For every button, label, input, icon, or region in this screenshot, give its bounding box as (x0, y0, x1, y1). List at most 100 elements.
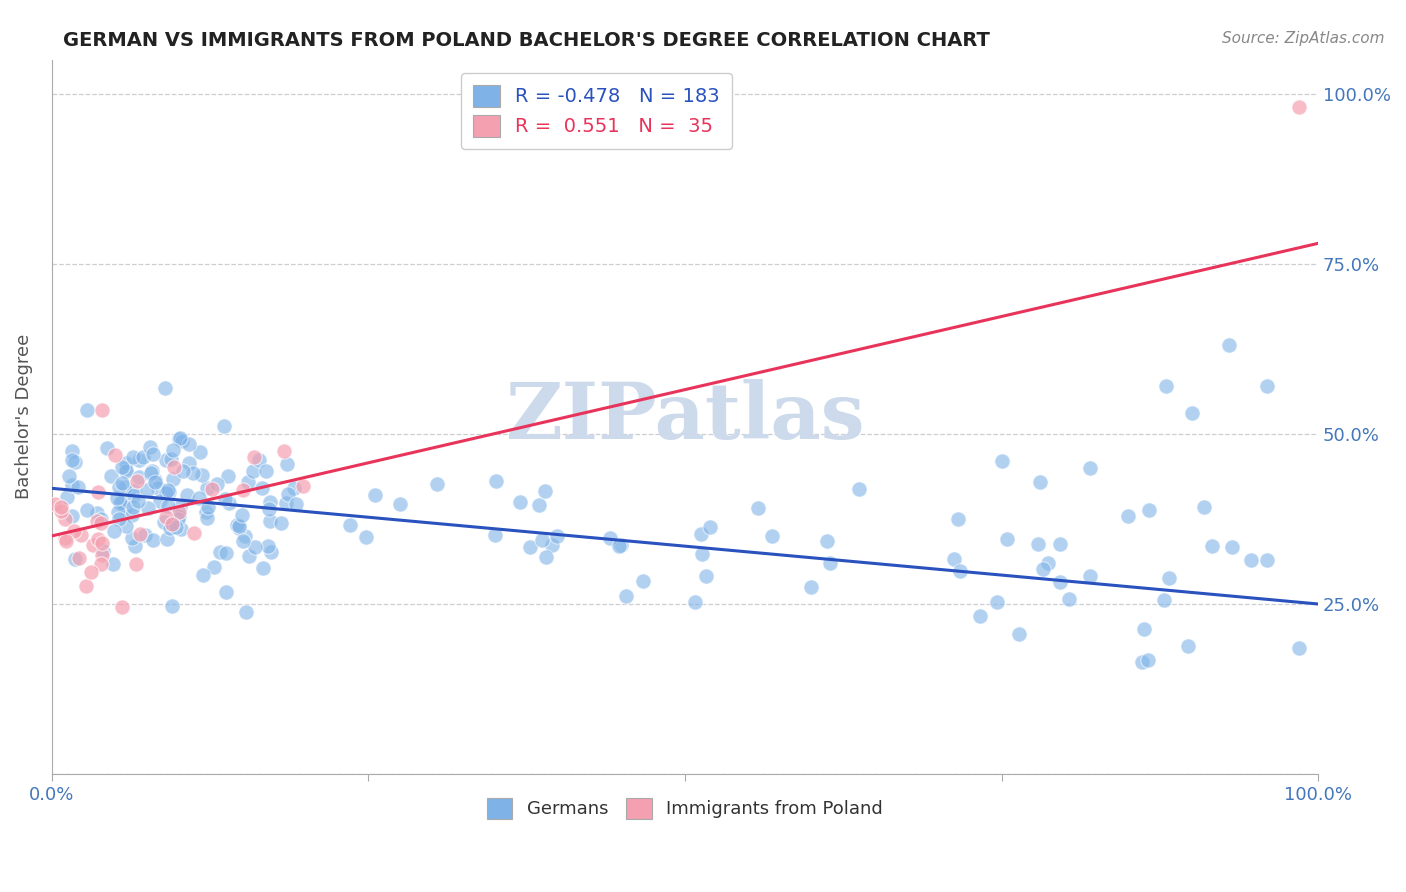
Point (276, 457, 298, 471)
Point (228, 519, 250, 533)
Point (121, 531, 143, 545)
Point (86, 514, 108, 528)
Point (55, 491, 77, 505)
Point (60, 443, 83, 458)
Point (848, 482, 870, 496)
Point (249, 452, 271, 467)
Point (509, 495, 531, 509)
Text: Source: ZipAtlas.com: Source: ZipAtlas.com (1222, 31, 1385, 46)
Point (252, 481, 274, 495)
Point (128, 470, 150, 484)
Point (207, 476, 229, 491)
Point (243, 450, 266, 464)
Point (484, 475, 506, 489)
Point (107, 505, 129, 519)
Point (115, 464, 138, 478)
Point (115, 519, 138, 533)
Point (187, 491, 209, 506)
Point (159, 521, 181, 535)
Point (529, 498, 551, 512)
Point (141, 464, 163, 478)
Point (689, 526, 711, 541)
Point (1078, 461, 1101, 475)
Point (238, 549, 260, 563)
Point (80, 565, 103, 579)
Point (172, 464, 194, 478)
Point (197, 510, 219, 524)
Point (225, 518, 247, 533)
Point (149, 494, 172, 508)
Point (217, 468, 239, 483)
Point (139, 441, 162, 455)
Point (761, 529, 783, 543)
Point (58, 468, 80, 483)
Point (389, 497, 412, 511)
Point (108, 496, 131, 510)
Point (111, 475, 134, 490)
Point (87, 485, 110, 500)
Point (699, 520, 721, 534)
Point (96, 442, 118, 456)
Point (91, 544, 114, 558)
Point (91, 548, 114, 562)
Point (291, 479, 314, 493)
Point (1194, 500, 1216, 515)
Point (1288, 641, 1310, 656)
Point (259, 502, 281, 516)
Point (53, 512, 76, 526)
Point (690, 547, 713, 561)
Y-axis label: Bachelor's Degree: Bachelor's Degree (15, 334, 32, 500)
Point (90, 511, 112, 525)
Point (1116, 508, 1139, 523)
Point (990, 454, 1012, 468)
Point (356, 530, 378, 544)
Point (82, 538, 104, 552)
Point (76, 402, 98, 417)
Legend: Germans, Immigrants from Poland: Germans, Immigrants from Poland (479, 790, 890, 826)
Point (136, 500, 159, 515)
Point (1078, 569, 1101, 583)
Point (364, 488, 387, 502)
Point (103, 557, 125, 571)
Point (65, 455, 87, 469)
Point (818, 556, 841, 570)
Point (121, 508, 143, 522)
Point (256, 464, 278, 478)
Point (155, 486, 177, 500)
Point (111, 494, 134, 508)
Point (1132, 622, 1154, 636)
Point (259, 514, 281, 528)
Point (194, 505, 217, 519)
Point (128, 527, 150, 541)
Point (1153, 593, 1175, 607)
Point (534, 549, 557, 564)
Point (121, 500, 143, 514)
Point (202, 559, 225, 574)
Point (163, 459, 186, 474)
Point (214, 492, 236, 507)
Point (1177, 639, 1199, 653)
Point (285, 497, 308, 511)
Point (100, 469, 122, 483)
Point (108, 480, 131, 494)
Point (49, 504, 72, 518)
Point (270, 516, 292, 530)
Point (1130, 655, 1153, 669)
Point (104, 448, 127, 462)
Point (167, 512, 190, 526)
Point (1049, 536, 1071, 550)
Point (530, 533, 553, 547)
Point (232, 533, 254, 548)
Point (76, 579, 98, 593)
Point (107, 511, 129, 525)
Point (685, 595, 707, 609)
Point (1240, 553, 1263, 567)
Point (176, 488, 198, 502)
Point (995, 532, 1018, 546)
Point (132, 450, 155, 464)
Point (277, 486, 299, 500)
Point (153, 381, 176, 395)
Point (233, 529, 256, 543)
Point (167, 508, 190, 523)
Point (67, 550, 90, 565)
